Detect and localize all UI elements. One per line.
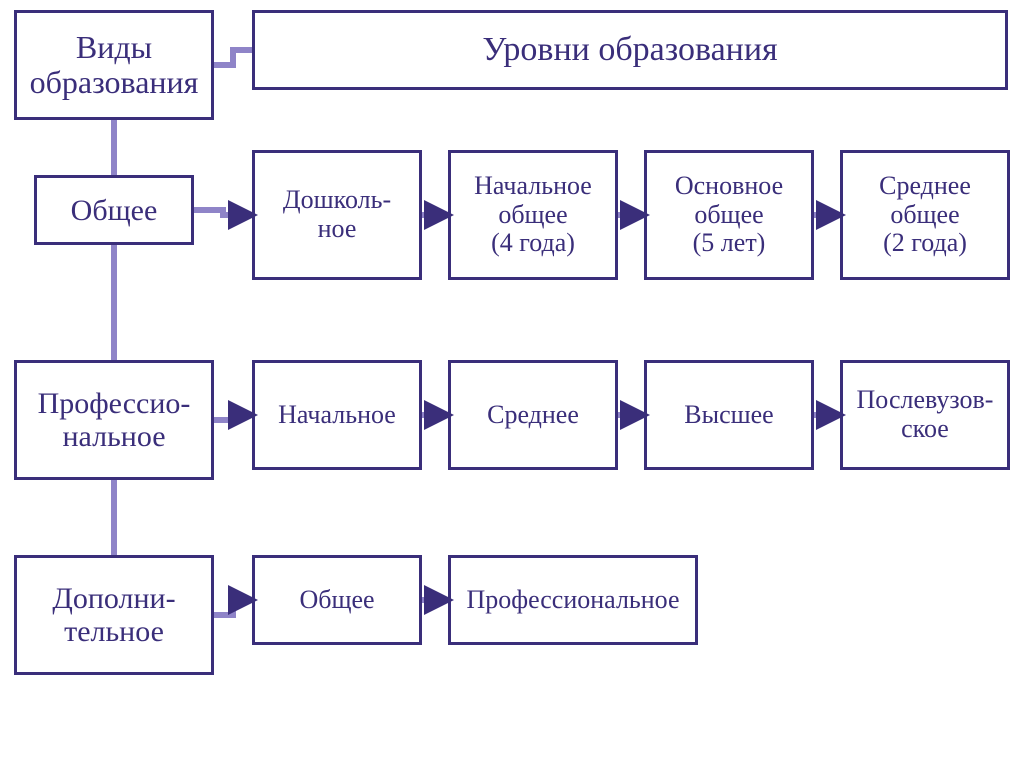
node-basic-general: Основное общее (5 лет) xyxy=(644,150,814,280)
node-label: Высшее xyxy=(684,401,773,430)
connector xyxy=(214,415,252,420)
node-prof-primary: Начальное xyxy=(252,360,422,470)
node-prof-postgraduate: Послевузов- ское xyxy=(840,360,1010,470)
node-general: Общее xyxy=(34,175,194,245)
node-additional-general: Общее xyxy=(252,555,422,645)
node-label: Среднее xyxy=(487,401,579,430)
node-label: Начальное общее (4 года) xyxy=(474,172,592,258)
node-education-levels: Уровни образования xyxy=(252,10,1008,90)
node-label: Дошколь- ное xyxy=(283,186,391,243)
node-prof-higher: Высшее xyxy=(644,360,814,470)
node-label: Профессио- нальное xyxy=(38,387,191,453)
node-prof-secondary: Среднее xyxy=(448,360,618,470)
connector xyxy=(214,600,252,615)
node-professional: Профессио- нальное xyxy=(14,360,214,480)
node-secondary-general: Среднее общее (2 года) xyxy=(840,150,1010,280)
node-label: Послевузов- ское xyxy=(857,386,994,443)
connector xyxy=(194,210,252,215)
node-education-types: Виды образования xyxy=(14,10,214,120)
node-label: Виды образования xyxy=(30,30,199,100)
node-label: Основное общее (5 лет) xyxy=(675,172,783,258)
connector xyxy=(214,50,252,65)
node-label: Среднее общее (2 года) xyxy=(879,172,971,258)
node-label: Общее xyxy=(71,194,158,227)
node-label: Профессиональное xyxy=(466,586,679,615)
node-label: Общее xyxy=(299,586,374,615)
node-preschool: Дошколь- ное xyxy=(252,150,422,280)
node-label: Уровни образования xyxy=(482,31,777,68)
node-label: Дополни- тельное xyxy=(52,582,175,648)
node-additional: Дополни- тельное xyxy=(14,555,214,675)
node-label: Начальное xyxy=(278,401,396,430)
diagram-stage: Виды образования Уровни образования Обще… xyxy=(0,0,1024,768)
node-primary-general: Начальное общее (4 года) xyxy=(448,150,618,280)
node-additional-prof: Профессиональное xyxy=(448,555,698,645)
